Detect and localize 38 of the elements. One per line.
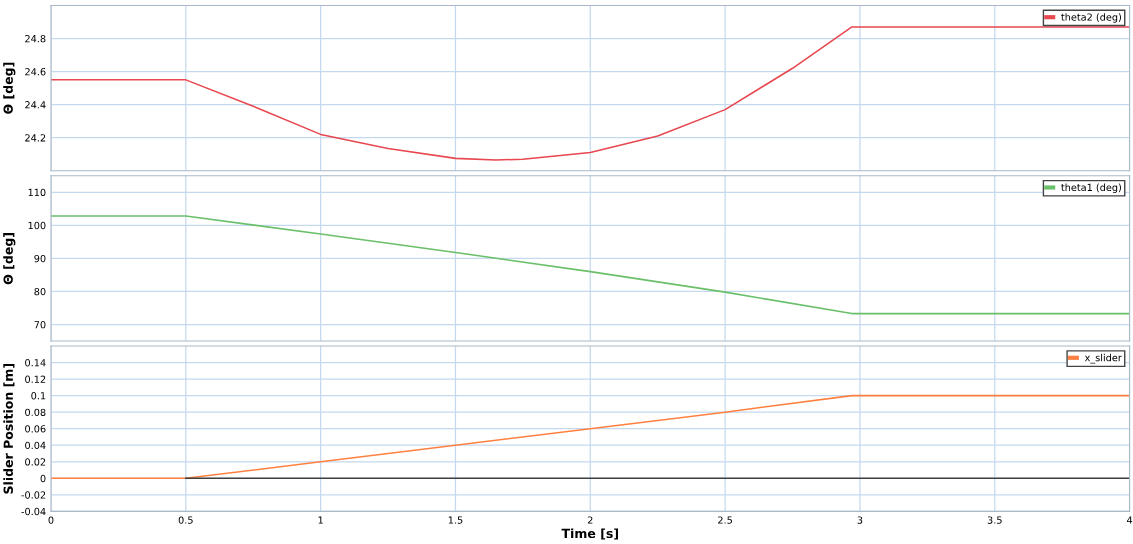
y-tick-label: 24.2: [25, 134, 46, 142]
y-tick-label: 0.14: [25, 359, 46, 367]
y-tick-label: 100: [28, 221, 46, 230]
y-tick-label: 0.04: [25, 441, 46, 450]
legend-label: x_slider: [1084, 353, 1122, 364]
y-tick-label: 0.06: [25, 425, 46, 433]
y-axis-title: Θ [deg]: [3, 233, 16, 285]
y-tick-label: 80: [34, 287, 46, 296]
legend-label: theta2 (deg): [1061, 13, 1121, 23]
y-tick-label: 24.4: [25, 101, 46, 109]
x-tick-label: 4: [1126, 516, 1133, 524]
y-tick-label: 110: [28, 188, 46, 197]
y-tick-label: 70: [34, 321, 46, 329]
x-axis-title: Time [s]: [561, 528, 618, 540]
y-tick-label: 24.8: [25, 34, 46, 43]
line-series: [50, 26, 1130, 161]
y-axis-title: Θ [deg]: [3, 62, 16, 114]
line-series: [50, 394, 1130, 480]
x-tick-label: 3: [857, 516, 863, 524]
y-tick-label: 0.1: [31, 392, 46, 400]
y-tick-label: 90: [34, 254, 46, 263]
x-tick-label: 1.5: [448, 516, 463, 524]
y-tick-label: 0.02: [25, 458, 46, 466]
x-tick-label: 2: [587, 516, 593, 524]
y-tick-label: -0.02: [21, 491, 46, 499]
x-tick-label: 3.5: [987, 516, 1002, 524]
x-tick-label: 0.5: [178, 516, 193, 524]
x-tick-label: 1: [318, 516, 323, 524]
x-tick-label: 2.5: [718, 516, 732, 524]
y-axis-title: Slider Position [m]: [3, 364, 15, 494]
y-tick-label: 0.08: [25, 408, 46, 416]
y-tick-label: 0.12: [25, 375, 46, 383]
y-tick-label: 0: [40, 474, 46, 483]
legend-label: theta1 (deg): [1061, 183, 1121, 193]
line-series: [50, 215, 1130, 315]
y-tick-label: 24.6: [25, 68, 46, 76]
x-tick-label: 0: [48, 516, 54, 524]
y-tick-label: -0.04: [21, 507, 46, 516]
